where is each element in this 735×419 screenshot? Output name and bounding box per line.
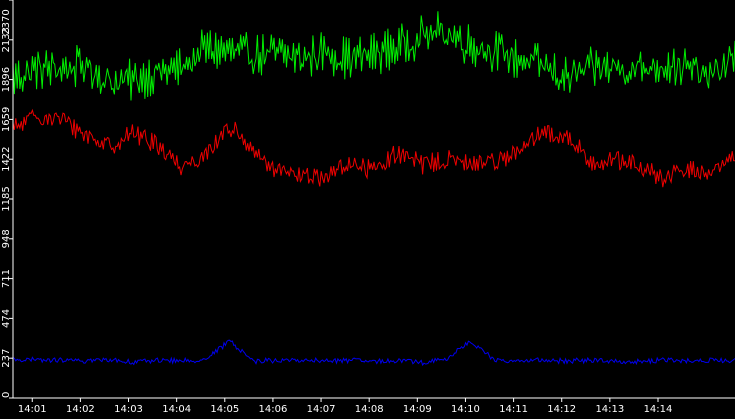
y-tick-label: 1422 xyxy=(1,146,12,171)
x-tick-label: 14:11 xyxy=(499,404,528,415)
x-axis-ticks: 14:01 14:02 14:03 14:04 14:05 14:06 14:07 14:08… xyxy=(18,398,673,415)
x-tick-label: 14:01 xyxy=(18,404,47,415)
x-tick-label: 14:08 xyxy=(355,404,384,415)
series-line-4 xyxy=(12,366,735,376)
series-line-3 xyxy=(12,339,735,367)
x-tick-label: 14:07 xyxy=(307,404,336,415)
y-tick-label: 948 xyxy=(1,229,12,248)
y-tick-label: 237 xyxy=(1,349,12,368)
x-tick-label: 14:12 xyxy=(547,404,576,415)
series-line-1 xyxy=(12,11,735,101)
y-tick-label: 1659 xyxy=(1,107,12,132)
x-tick-label: 14:03 xyxy=(114,404,143,415)
x-tick-label: 14:05 xyxy=(210,404,239,415)
x-tick-label: 14:02 xyxy=(66,404,95,415)
y-tick-label: 2370 xyxy=(1,9,12,34)
y-tick-label: 2133 xyxy=(1,27,12,52)
x-tick-label: 14:06 xyxy=(259,404,288,415)
series-line-2 xyxy=(12,108,735,188)
x-tick-label: 14:04 xyxy=(162,404,191,415)
y-tick-label: 1896 xyxy=(1,67,12,92)
x-tick-label: 14:13 xyxy=(595,404,624,415)
y-tick-label: 1185 xyxy=(1,186,12,211)
x-tick-label: 14:14 xyxy=(644,404,673,415)
y-tick-label: 711 xyxy=(1,269,12,288)
x-tick-label: 14:09 xyxy=(403,404,432,415)
y-tick-label: 474 xyxy=(1,309,12,328)
series-layer xyxy=(12,11,735,376)
y-tick-label: 0 xyxy=(1,392,12,398)
x-tick-label: 14:10 xyxy=(451,404,480,415)
plot-area xyxy=(13,0,735,398)
